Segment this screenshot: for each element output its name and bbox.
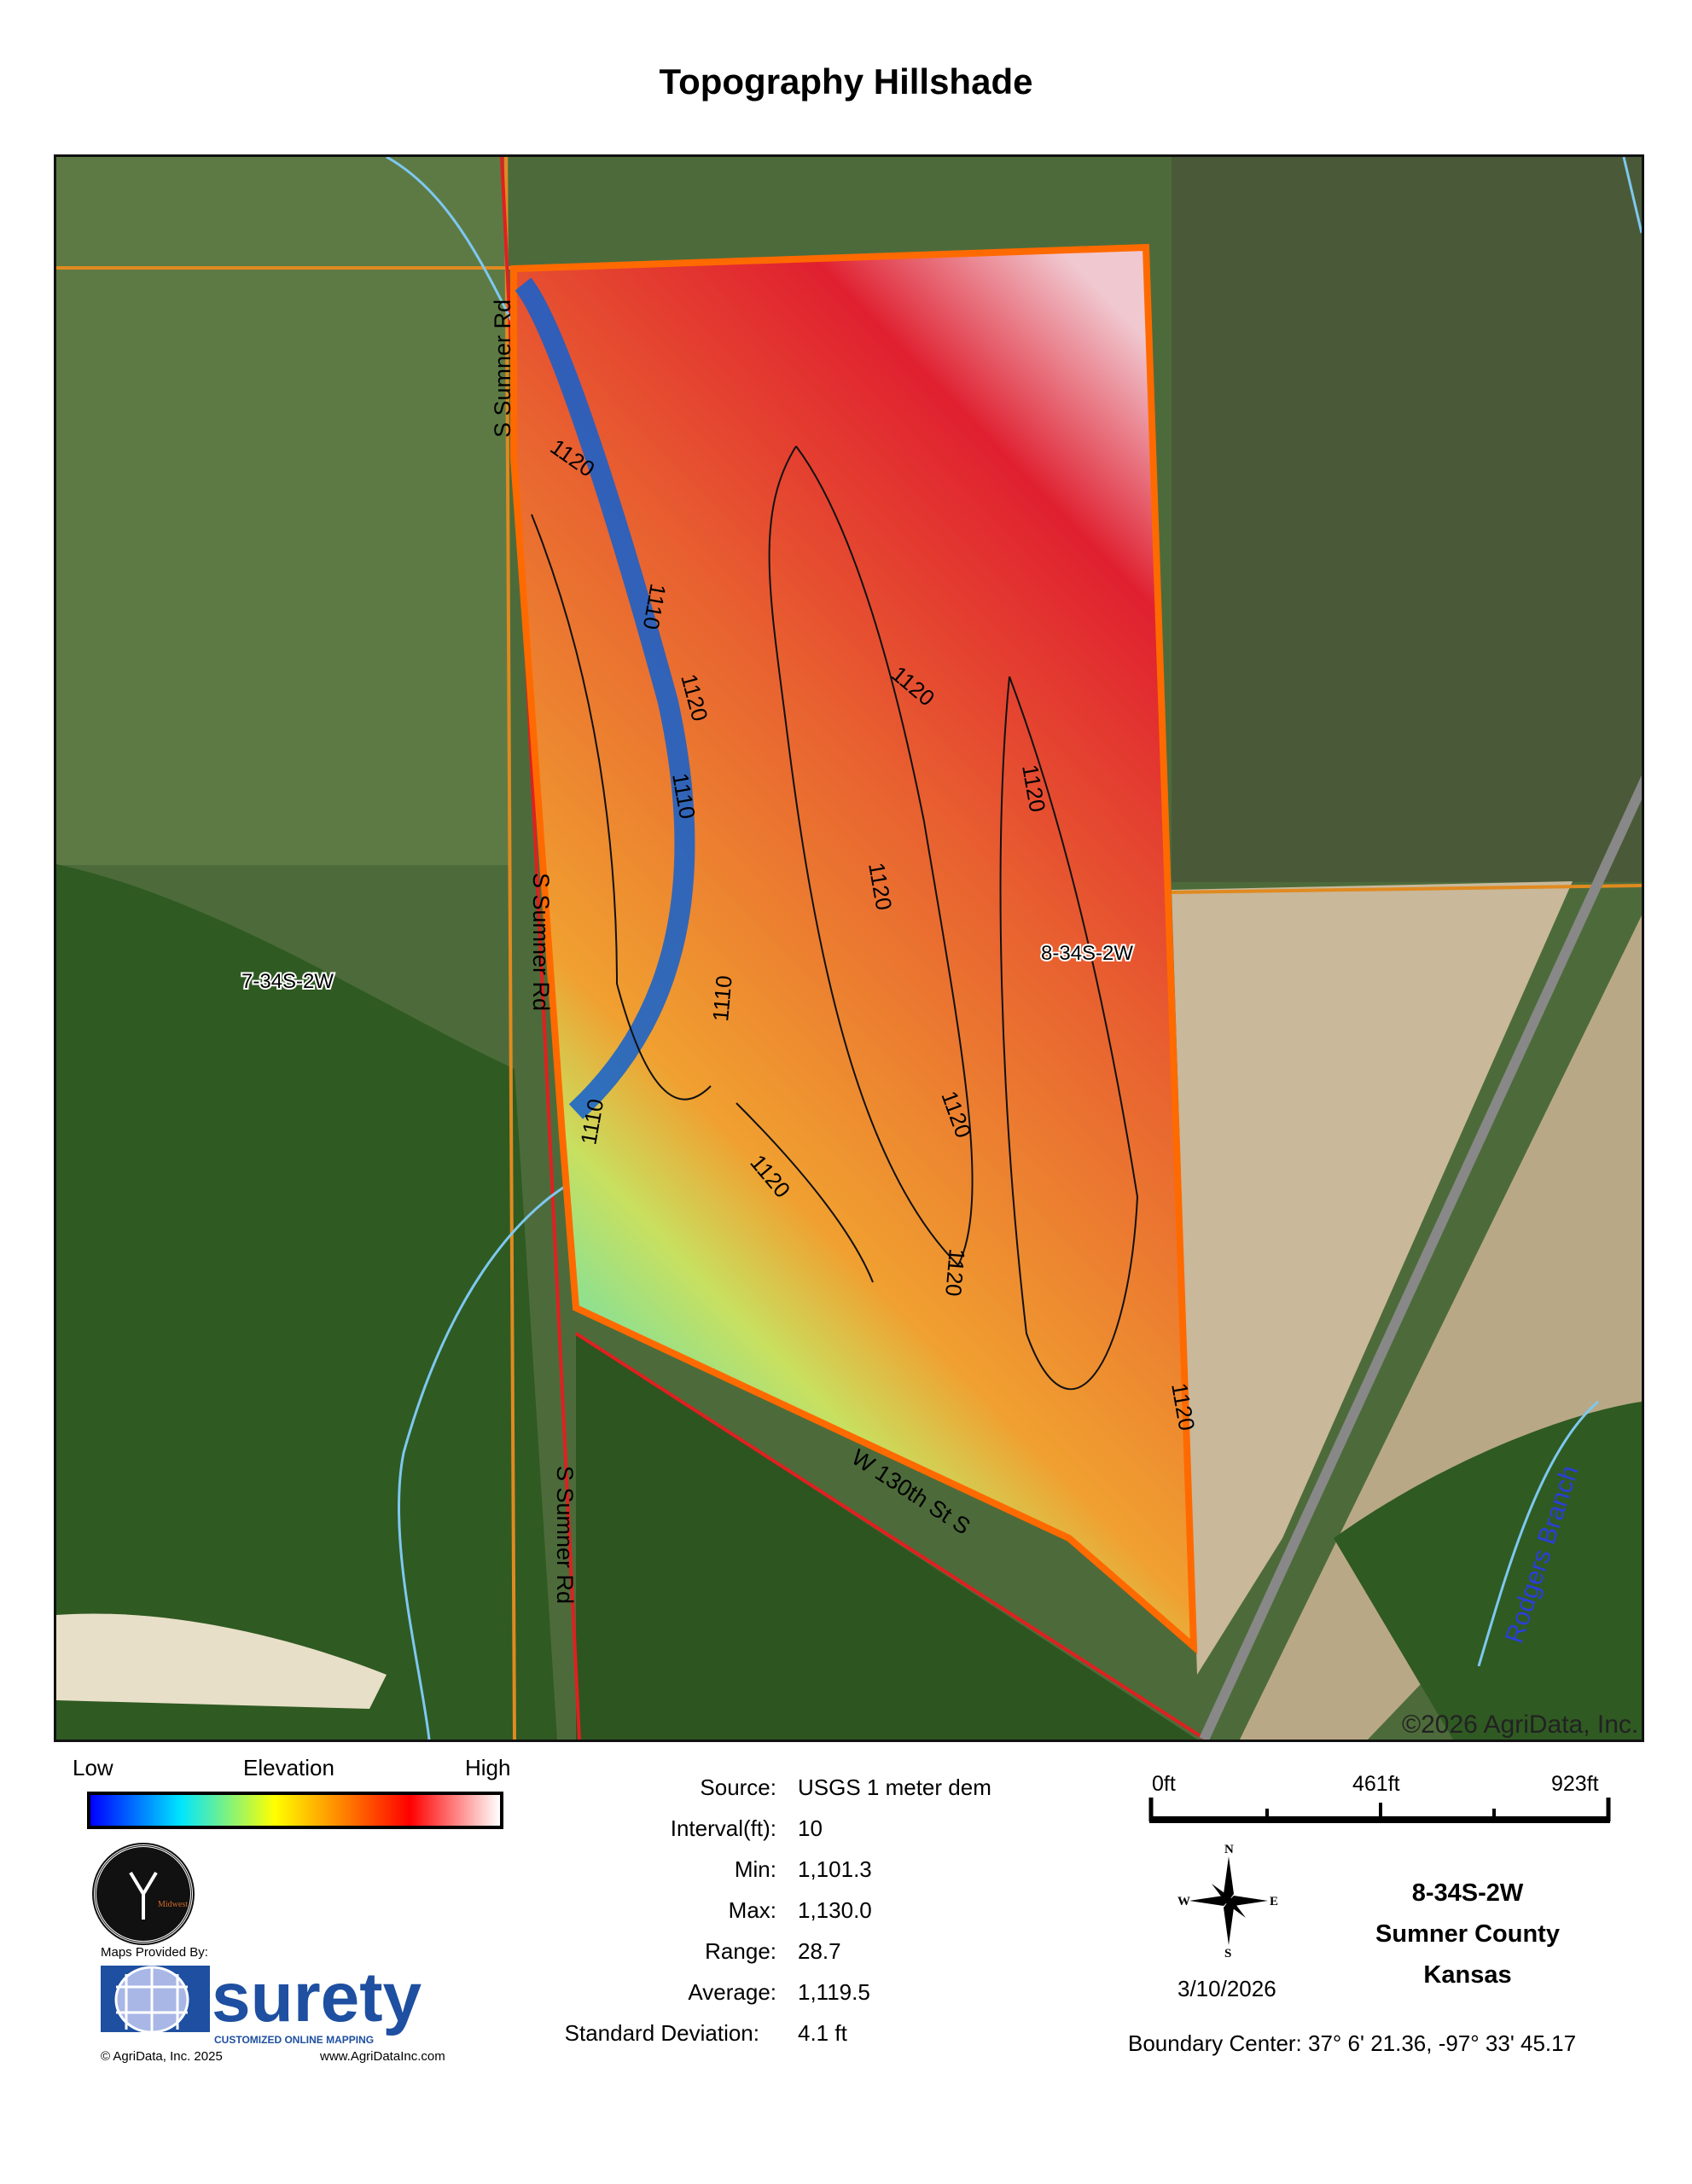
compass-w: W (1177, 1895, 1190, 1908)
location-section: 8-34S-2W (1411, 1879, 1524, 1907)
stat-label: Max: (728, 1897, 776, 1923)
road-label: S Sumner Rd (490, 299, 515, 438)
map-canvas: S Sumner Rd S Sumner Rd S Sumner Rd W 13… (56, 155, 1652, 1742)
sandbar (56, 1613, 387, 1709)
stat-value: 10 (798, 1815, 823, 1841)
scale-bar (1148, 1798, 1611, 1823)
scale-tick-label: 923ft (1551, 1772, 1599, 1796)
location-county: Sumner County (1375, 1920, 1560, 1948)
field-boundary[interactable] (510, 243, 1198, 1655)
stat-value: 1,101.3 (798, 1856, 872, 1882)
legend-title: Elevation (243, 1755, 334, 1780)
stat-value: 4.1 ft (798, 2020, 847, 2046)
stat-label: Min: (734, 1856, 776, 1882)
stat-value: 28.7 (798, 1938, 841, 1964)
road-label: S Sumner Rd (552, 1466, 578, 1604)
legend-low: Low (73, 1755, 113, 1780)
field-se-bare (1172, 881, 1573, 1675)
legend-high: High (465, 1755, 511, 1780)
stat-label: Interval(ft): (670, 1815, 776, 1841)
midwest-seal-logo: Midwest (94, 1844, 193, 1943)
contour-label: 1120 (940, 1247, 970, 1297)
section-label: 7-34S-2W (241, 970, 334, 993)
surety-tagline: CUSTOMIZED ONLINE MAPPING (214, 2034, 375, 2046)
stat-label: Range: (705, 1938, 776, 1964)
channel-low (515, 277, 695, 1119)
surety-wordmark: surety (212, 1959, 422, 2036)
map-date: 3/10/2026 (1177, 1976, 1276, 2001)
maps-provided-by: Maps Provided By: (101, 1945, 208, 1960)
agridata-copyright: © AgriData, Inc. 2025 (101, 2049, 223, 2064)
scale-tick-label: 0ft (1152, 1772, 1176, 1796)
stat-value: 1,119.5 (798, 1979, 870, 2005)
map-view[interactable]: S Sumner Rd S Sumner Rd S Sumner Rd W 13… (54, 154, 1652, 1742)
boundary-center: Boundary Center: 37° 6' 21.36, -97° 33' … (1128, 2030, 1577, 2056)
scale-tick-label: 461ft (1352, 1772, 1400, 1796)
woodland-se (1334, 1402, 1642, 1740)
stat-value: 1,130.0 (798, 1897, 872, 1923)
field-nw (56, 157, 509, 865)
elevation-color-ramp (87, 1792, 503, 1829)
stat-label: Average: (688, 1979, 776, 2005)
svg-text:Midwest: Midwest (158, 1900, 188, 1909)
compass-n: N (1224, 1843, 1234, 1856)
road-label: S Sumner Rd (528, 873, 554, 1011)
woodland-west (56, 864, 557, 1740)
stat-value: USGS 1 meter dem (798, 1774, 991, 1800)
page-title: Topography Hillshade (659, 61, 1033, 102)
railroad (1199, 774, 1652, 1742)
compass-s: S (1224, 1947, 1231, 1960)
stat-label: Standard Deviation: (564, 2020, 759, 2046)
section-lines (56, 156, 1643, 1740)
stat-label: Source: (700, 1774, 776, 1800)
compass-rose-icon: N S W E (1177, 1843, 1278, 1960)
location-state: Kansas (1423, 1961, 1512, 1989)
field-ne (1172, 157, 1642, 882)
contour-lines (531, 445, 1139, 1391)
map-copyright: ©2026 AgriData, Inc. (1402, 1711, 1638, 1739)
section-label: 8-34S-2W (1041, 942, 1133, 965)
contour-label: 1110 (707, 974, 737, 1022)
globe-icon (101, 1966, 210, 2034)
surety-logo: surety CUSTOMIZED ONLINE MAPPING (101, 1959, 468, 2046)
compass-e: E (1270, 1895, 1278, 1908)
agridata-url[interactable]: www.AgriDataInc.com (320, 2049, 445, 2064)
